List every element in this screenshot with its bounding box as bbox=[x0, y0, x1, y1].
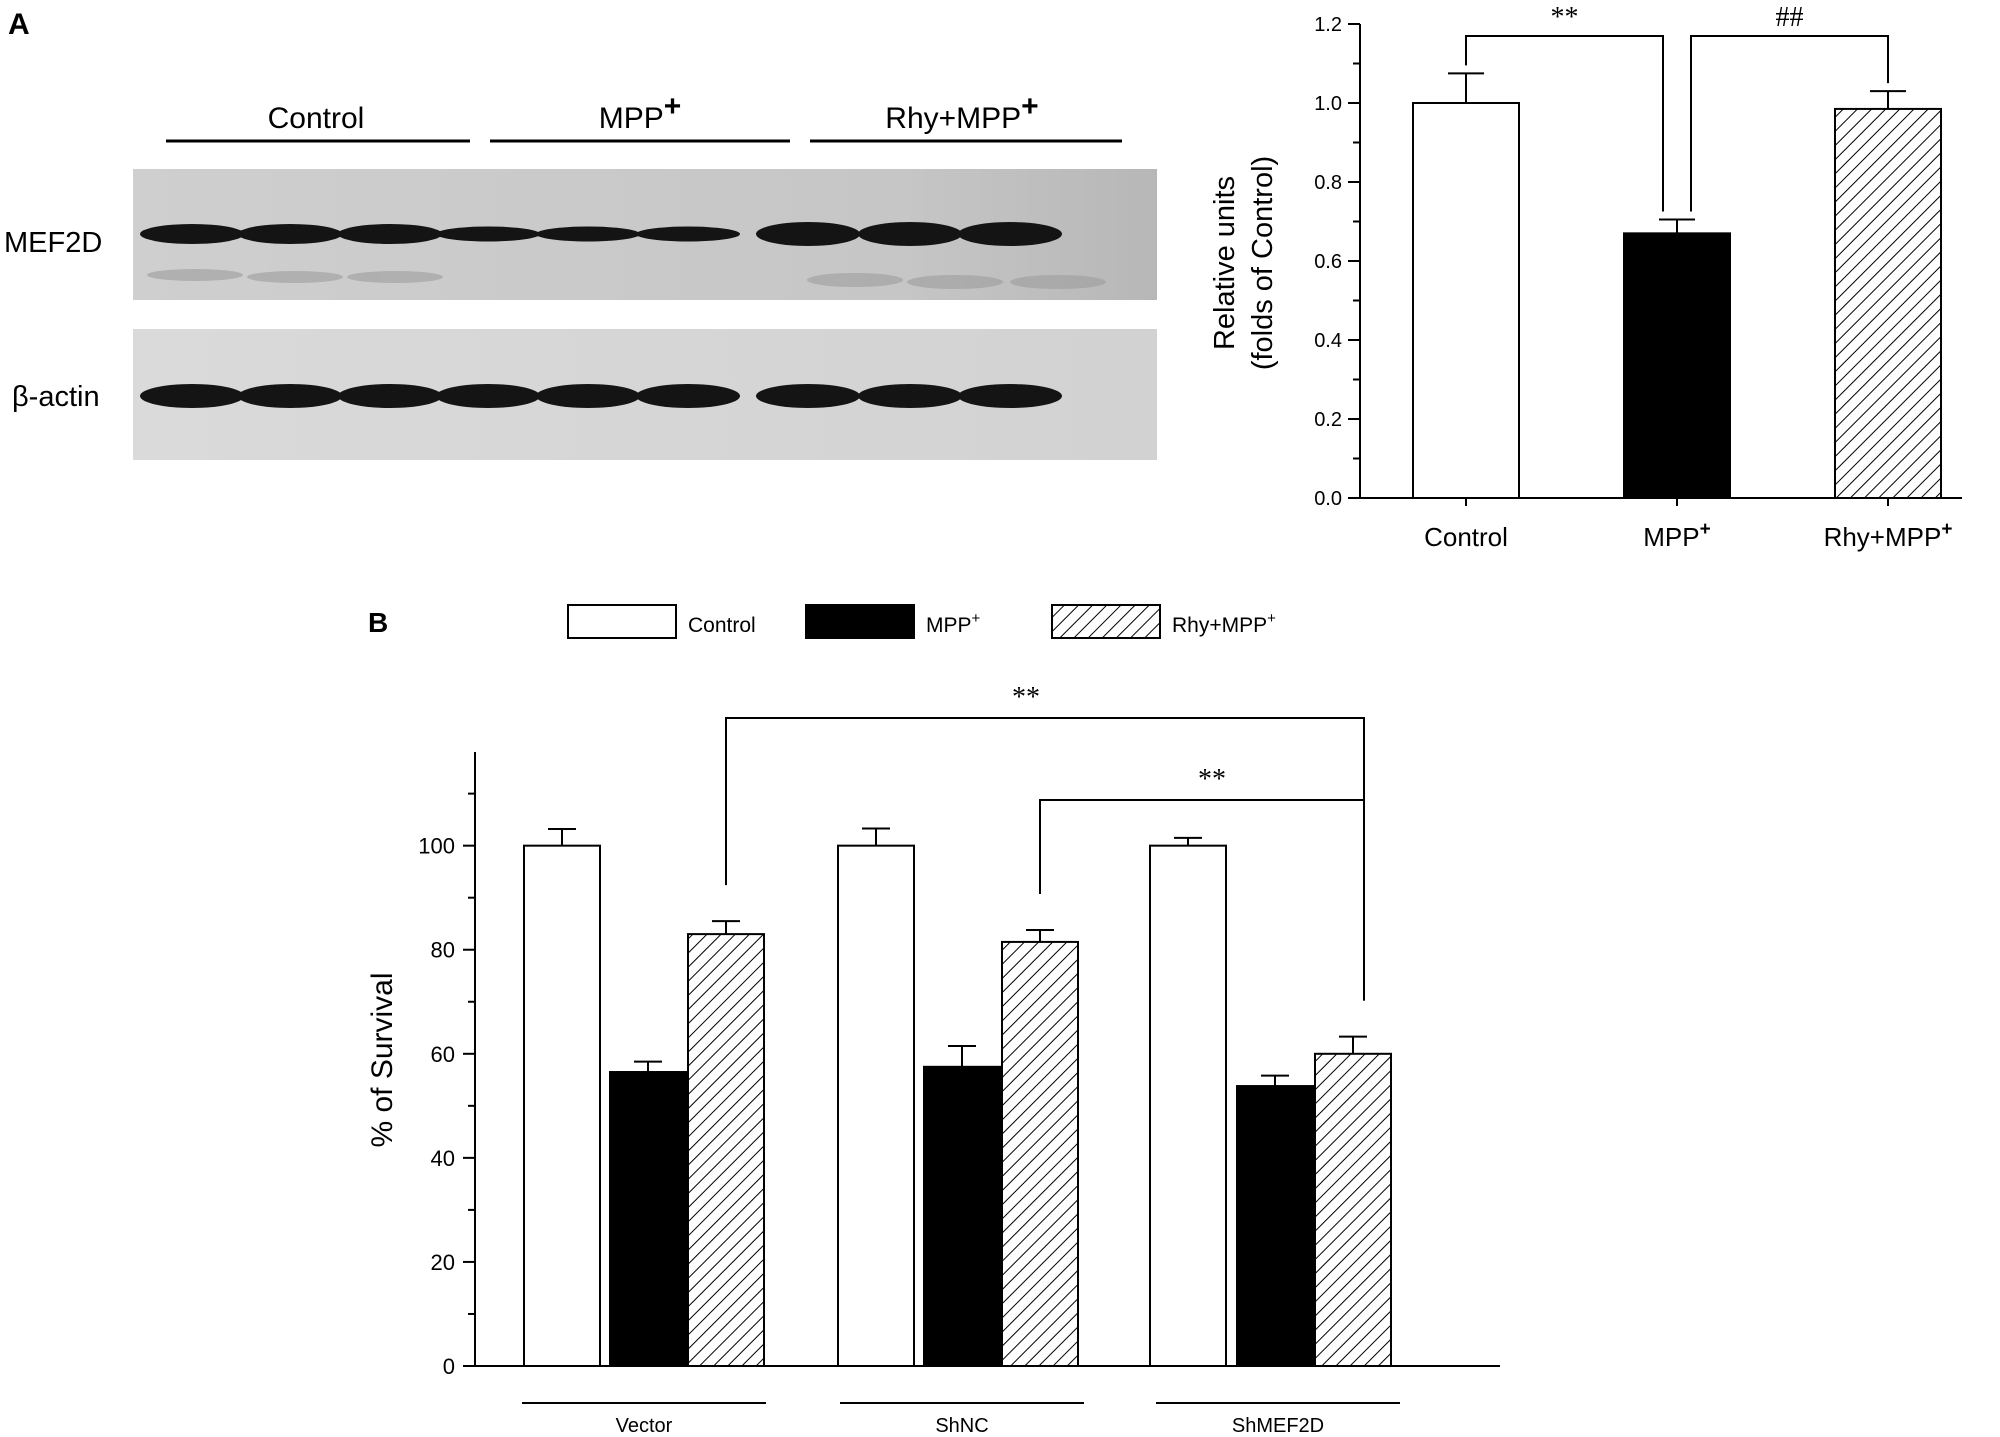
panel-b-bar-1-2 bbox=[609, 1071, 687, 1367]
legend-swatch-control bbox=[567, 604, 677, 639]
panel-a-significance-label-2: ## bbox=[1776, 2, 1804, 33]
panel-a-label: A bbox=[8, 8, 30, 41]
panel-b-y-tick-label: 20 bbox=[431, 1250, 455, 1275]
panel-a-x-tick-label: Rhy+MPP+ bbox=[1824, 519, 1953, 552]
blot-band-beta-actin-6 bbox=[636, 384, 740, 408]
blot-band-beta-actin-3 bbox=[338, 384, 442, 408]
blot-band-mef2d-4 bbox=[436, 226, 540, 242]
blot-band-beta-actin-1 bbox=[140, 384, 244, 408]
panel-a-x-tick-label: Control bbox=[1424, 522, 1508, 552]
blot-band-beta-actin-9 bbox=[958, 384, 1062, 408]
western-blot: Control MPP+ Rhy+MPP+ MEF2D β-actin bbox=[4, 90, 1157, 460]
blot-band-beta-actin-8 bbox=[858, 384, 962, 408]
panel-b-label: B bbox=[368, 607, 388, 638]
panel-b-y-tick-label: 80 bbox=[431, 938, 455, 963]
panel-b-group-label-3: ShMEF2D bbox=[1232, 1415, 1324, 1437]
blot-band-mef2d-3 bbox=[338, 224, 442, 244]
panel-a-bar-3 bbox=[1834, 107, 1942, 500]
panel-b-bar-2-2 bbox=[923, 1065, 1001, 1367]
legend-swatch-rhy-mpp bbox=[1051, 604, 1161, 639]
panel-b-group-label-2: ShNC bbox=[935, 1415, 988, 1437]
legend-label-mpp: MPP+ bbox=[926, 610, 981, 637]
blot-row-label-beta-actin: β-actin bbox=[12, 381, 100, 413]
panel-a-y-tick-label: 0.0 bbox=[1314, 488, 1342, 510]
panel-a-bar-2 bbox=[1623, 232, 1731, 499]
blot-band-beta-actin-2 bbox=[238, 384, 342, 408]
panel-b-y-tick-label: 0 bbox=[443, 1354, 455, 1379]
panel-a-y-tick-label: 1.2 bbox=[1314, 14, 1342, 36]
blot-band-mef2d-8 bbox=[858, 222, 962, 246]
blot-group-label-mpp: MPP+ bbox=[599, 90, 682, 135]
panel-a-y-tick-label: 0.8 bbox=[1314, 172, 1342, 194]
panel-b-y-tick-label: 100 bbox=[418, 834, 455, 859]
blot-group-label-rhy-mpp: Rhy+MPP+ bbox=[885, 90, 1038, 135]
panel-a-significance-bracket-1 bbox=[1465, 35, 1664, 212]
panel-a-x-tick-label: MPP+ bbox=[1643, 519, 1710, 552]
panel-b-bar-3-1 bbox=[1149, 844, 1227, 1367]
panel-a-bar-1 bbox=[1412, 102, 1520, 499]
panel-a-significance-bracket-2 bbox=[1690, 35, 1889, 212]
panel-a-y-tick-label: 0.4 bbox=[1314, 330, 1342, 352]
panel-b-y-axis-label: % of Survival bbox=[366, 972, 399, 1147]
panel-a-y-tick-label: 1.0 bbox=[1314, 93, 1342, 115]
legend-swatch-mpp bbox=[805, 604, 915, 639]
panel-b-group-label-1: Vector bbox=[616, 1415, 673, 1437]
panel-a-y-axis-label: Relative units (folds of Control) bbox=[1209, 156, 1279, 370]
blot-band-beta-actin-7 bbox=[756, 384, 860, 408]
legend-label-rhy-mpp: Rhy+MPP+ bbox=[1172, 610, 1276, 637]
blot-band-mef2d-9 bbox=[958, 222, 1062, 246]
panel-b-bar-3-3 bbox=[1314, 1052, 1392, 1368]
panel-b-bar-2-3 bbox=[1001, 940, 1079, 1367]
blot-band-beta-actin-4 bbox=[436, 384, 540, 408]
blot-band-mef2d-2 bbox=[238, 224, 342, 244]
blot-faint-bands-mef2d bbox=[147, 269, 1106, 289]
panel-a-y-tick-label: 0.6 bbox=[1314, 251, 1342, 273]
blot-row-label-mef2d: MEF2D bbox=[4, 227, 102, 259]
panel-b-y-tick-label: 40 bbox=[431, 1146, 455, 1171]
panel-b-bar-1-1 bbox=[523, 844, 601, 1367]
panel-b-bar-chart: 0 20 40 60 80 100 % of Survival Vector ShNC ShMEF… bbox=[366, 682, 1500, 1437]
panel-b-significance-bracket-2 bbox=[1039, 799, 1365, 1001]
panel-b-bar-3-2 bbox=[1236, 1085, 1314, 1367]
panel-b-significance-label-2: ** bbox=[1198, 764, 1226, 795]
panel-b-legend: Control MPP+ Rhy+MPP+ bbox=[567, 604, 1276, 639]
blot-band-mef2d-5 bbox=[536, 226, 640, 242]
blot-group-label-control: Control bbox=[268, 102, 365, 135]
panel-b-bar-1-3 bbox=[687, 933, 765, 1367]
legend-label-control: Control bbox=[688, 614, 756, 637]
panel-a-significance-label-1: ** bbox=[1551, 2, 1579, 33]
panel-a-bar-chart: 0.0 0.2 0.4 0.6 0.8 1.0 1.2 Relative units (fold… bbox=[1209, 2, 1962, 552]
blot-band-beta-actin-5 bbox=[536, 384, 640, 408]
panel-b-bar-2-1 bbox=[837, 844, 915, 1367]
blot-band-mef2d-6 bbox=[636, 226, 740, 242]
blot-band-mef2d-7 bbox=[756, 222, 860, 246]
panel-b-y-tick-label: 60 bbox=[431, 1042, 455, 1067]
panel-a-y-tick-label: 0.2 bbox=[1314, 409, 1342, 431]
blot-band-mef2d-1 bbox=[140, 224, 244, 244]
panel-b-significance-label-1: ** bbox=[1012, 682, 1040, 713]
